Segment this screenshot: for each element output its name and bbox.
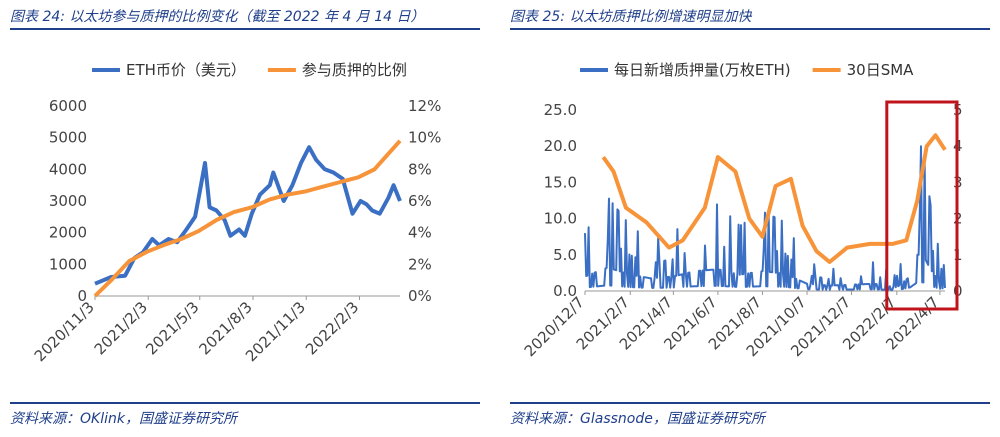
y-right-tick-label: 2% (408, 255, 432, 273)
y-right-tick-label: 12% (408, 97, 441, 115)
y-left-tick-label: 6000 (49, 97, 87, 115)
y-left-tick-label: 3000 (49, 192, 87, 210)
left-bottom-rule (10, 402, 480, 404)
series-line-2 (601, 133, 947, 264)
x-tick-label: 2022/2/3 (302, 298, 362, 358)
x-tick-label: 2021/2/3 (91, 298, 151, 358)
y-left-tick-label: 0 (77, 287, 87, 305)
y-left-tick-label: 10.0 (544, 210, 577, 228)
left-source: 资料来源：OKlink，国盛证券研究所 (10, 411, 237, 427)
right-source: 资料来源：Glassnode，国盛证券研究所 (510, 411, 765, 427)
y-left-tick-label: 4000 (49, 160, 87, 178)
series-line-2 (93, 139, 402, 298)
legend-label-1: 每日新增质押量(万枚ETH) (614, 61, 791, 79)
right-bottom-rule (510, 402, 990, 404)
right-title-rule (510, 28, 990, 30)
legend-label-2: 参与质押的比例 (302, 61, 407, 79)
series-line-1 (94, 145, 402, 286)
left-chart: 0 1000 2000 3000 4000 5000 6000 0% 2% 4% 6% 8% 10% 12… (31, 61, 442, 365)
y-right-tick-label: 4% (408, 224, 432, 242)
series-line-1 (584, 145, 946, 291)
y-right-tick-label: 0% (408, 287, 432, 305)
y-left-tick-label: 5000 (49, 129, 87, 147)
y-right-tick-label: 8% (408, 160, 432, 178)
left-title-rule (10, 28, 480, 30)
right-chart: 0.05.010.015.020.025.00123452020/12/7202… (521, 61, 963, 360)
y-left-tick-label: 5.0 (553, 246, 577, 264)
left-panel-title: 图表 24: 以太坊参与质押的比例变化（截至 2022 年 4 月 14 日） (10, 9, 425, 25)
y-left-tick-label: 25.0 (544, 101, 577, 119)
y-left-tick-label: 1000 (49, 255, 87, 273)
x-tick-label: 2020/11/3 (31, 298, 98, 365)
legend-label-2: 30日SMA (847, 61, 915, 79)
y-left-tick-label: 20.0 (544, 137, 577, 155)
y-left-tick-label: 15.0 (544, 173, 577, 191)
highlight-box (885, 100, 959, 311)
legend-label-1: ETH币价（美元） (126, 61, 246, 79)
y-right-tick-label: 10% (408, 129, 441, 147)
x-tick-label: 2020/12/7 (521, 293, 588, 360)
y-left-tick-label: 0.0 (553, 282, 577, 300)
right-panel-title: 图表 25: 以太坊质押比例增速明显加快 (510, 9, 752, 25)
y-left-tick-label: 2000 (49, 224, 87, 242)
x-tick-label: 2021/5/3 (142, 298, 202, 358)
y-right-tick-label: 6% (408, 192, 432, 210)
